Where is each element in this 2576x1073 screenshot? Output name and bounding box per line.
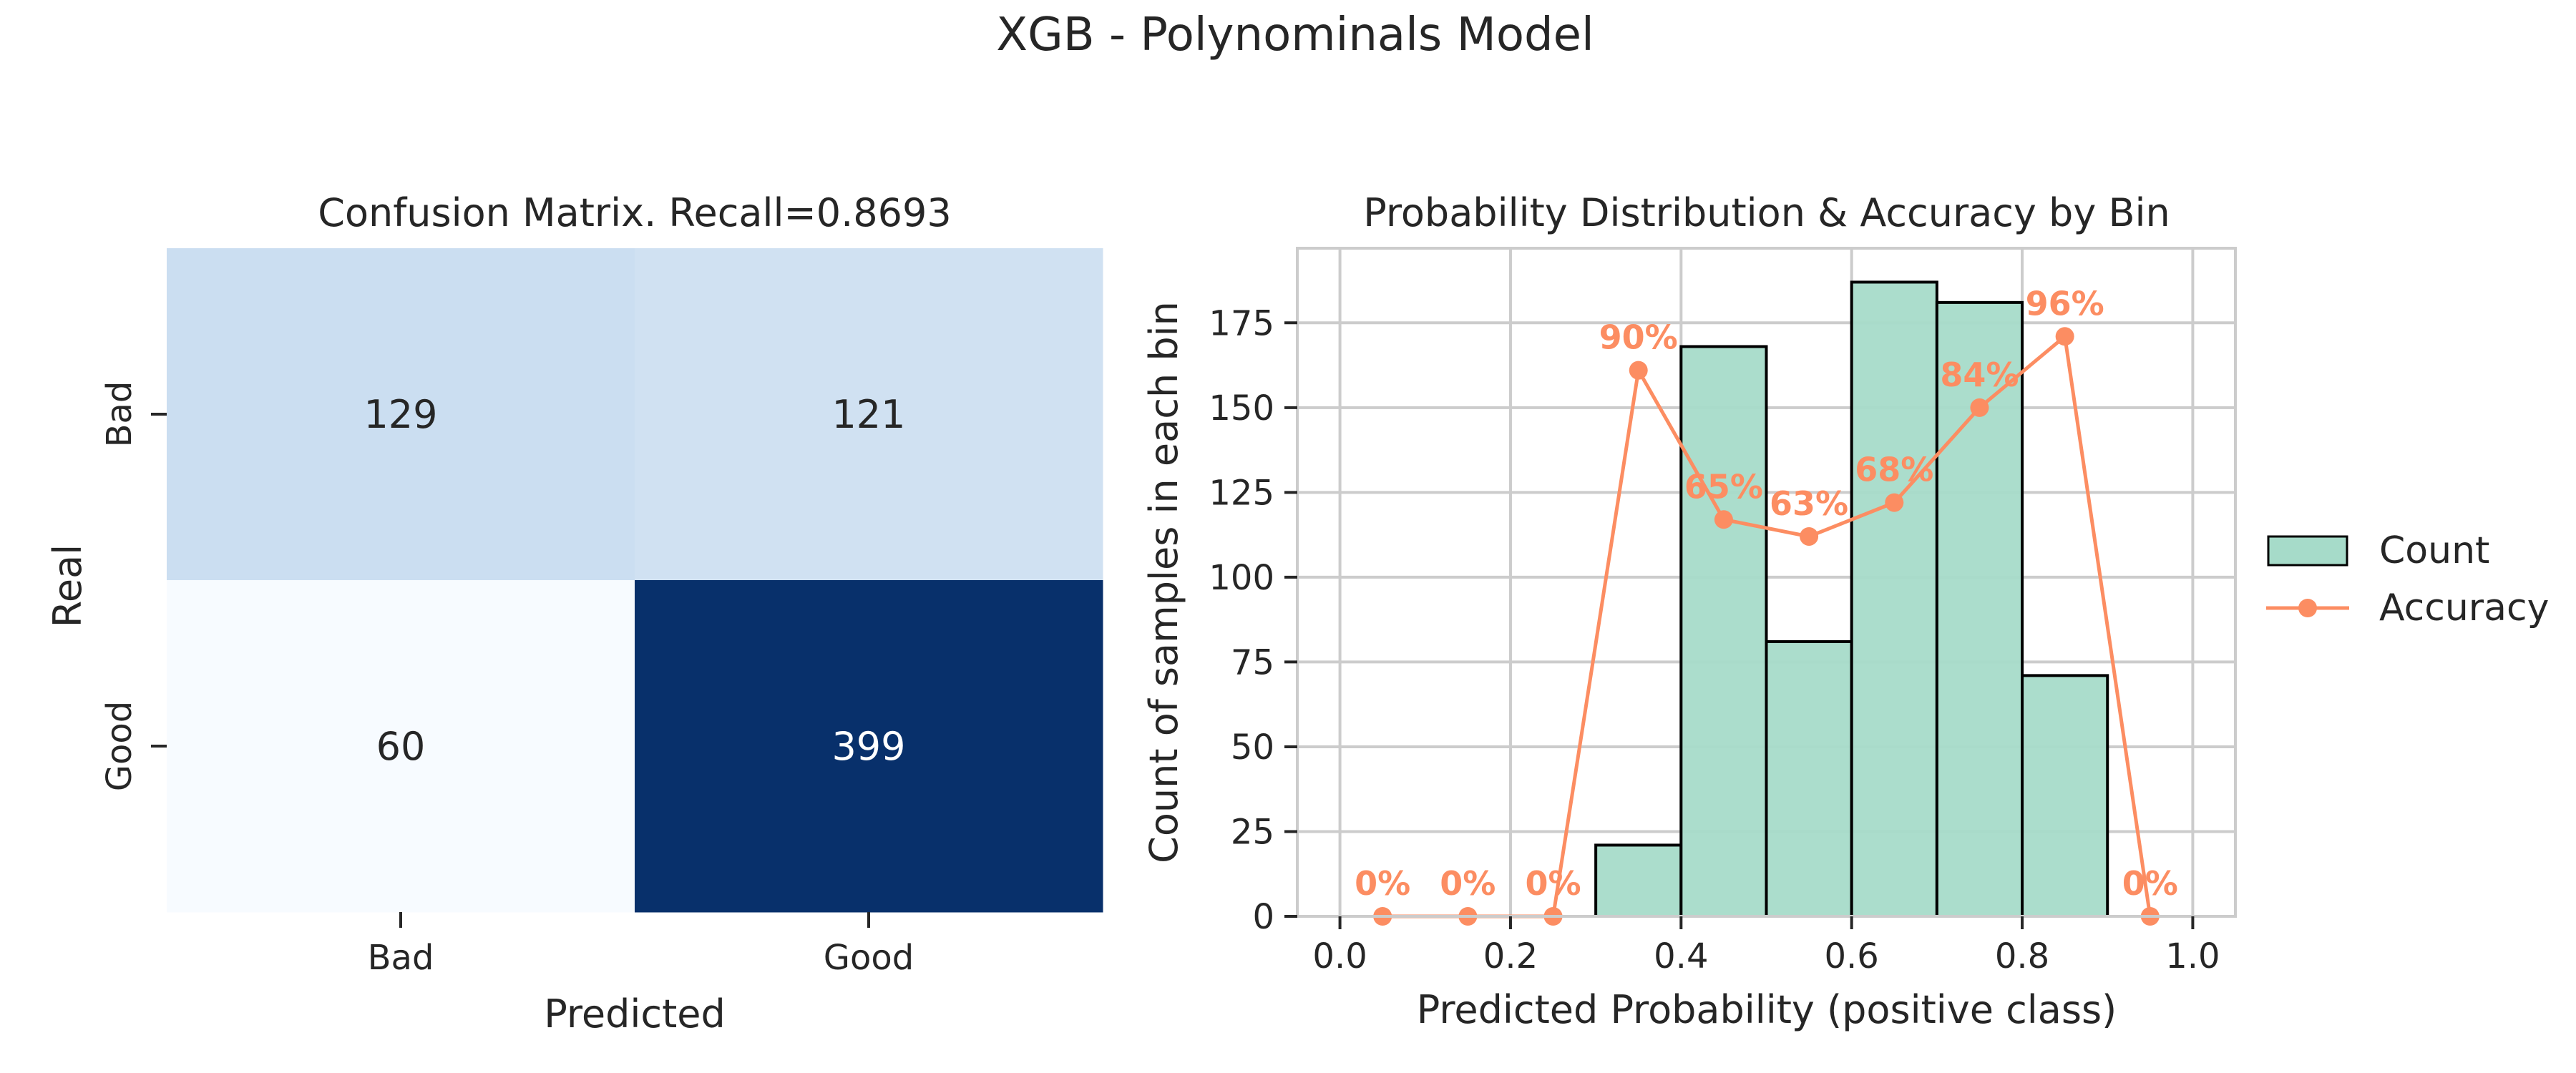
histogram-x-tick-label: 0.8 (1995, 936, 2049, 976)
histogram-x-tick-label: 0.0 (1312, 936, 1367, 976)
confusion-matrix-cells: 129 121 60 399 (167, 248, 1103, 913)
accuracy-point (1714, 510, 1733, 529)
histogram-y-tick-label: 150 (1209, 388, 1274, 428)
accuracy-label: 0% (1355, 864, 1410, 903)
confusion-matrix-panel: Confusion Matrix. Recall=0.8693 129 121 60… (45, 190, 1103, 1037)
histogram-bars (1594, 280, 2109, 918)
confusion-matrix-value: 399 (831, 724, 905, 769)
legend-count-swatch (2267, 535, 2348, 567)
confusion-matrix-y-axis-label: Real (45, 544, 90, 627)
accuracy-label: 96% (2026, 284, 2104, 323)
probability-distribution-panel: Probability Distribution & Accuracy by B… (1141, 190, 2237, 1032)
accuracy-label: 0% (1440, 864, 1496, 903)
confusion-matrix-cell (167, 580, 635, 913)
confusion-matrix-y-ticks: Bad Good (99, 381, 167, 791)
histogram-x-ticks: 0.0 0.2 0.4 0.6 0.8 1.0 (1312, 916, 2220, 976)
accuracy-point (1629, 361, 1648, 380)
confusion-matrix-value: 129 (364, 392, 437, 437)
histogram-y-axis-label: Count of samples in each bin (1141, 301, 1186, 863)
confusion-matrix-cell (635, 248, 1103, 581)
confusion-matrix-value: 121 (831, 392, 905, 437)
histogram-bar (1765, 640, 1853, 918)
accuracy-label: 68% (1855, 451, 1933, 489)
accuracy-point (2055, 327, 2074, 346)
confusion-matrix-x-tick-label: Bad (368, 938, 434, 978)
confusion-matrix-y-tick-label: Bad (99, 381, 140, 448)
histogram-bar (1850, 280, 1938, 918)
histogram-frame (1296, 247, 2237, 918)
histogram-y-tick-label: 0 (1252, 897, 1274, 937)
accuracy-label: 90% (1599, 318, 1678, 357)
accuracy-point (1800, 526, 1819, 546)
legend-accuracy-marker (2298, 599, 2317, 617)
figure-title: XGB - Polynominals Model (996, 9, 1594, 62)
legend-count-label: Count (2379, 529, 2489, 572)
confusion-matrix-cell (167, 248, 635, 581)
histogram-y-tick-label: 175 (1209, 303, 1274, 343)
confusion-matrix-x-ticks: Bad Good (368, 912, 914, 978)
histogram-bar (1594, 843, 1683, 918)
confusion-matrix-value: 60 (376, 724, 426, 769)
accuracy-labels: 0% 0% 0% 90% 65% 63%68% 84%96% 0% (1355, 284, 2178, 903)
accuracy-label: 0% (1525, 864, 1581, 903)
histogram-x-tick-label: 1.0 (2165, 936, 2220, 976)
histogram-bar (2021, 674, 2109, 918)
histogram-x-tick-label: 0.6 (1825, 936, 1879, 976)
accuracy-point (1970, 398, 1989, 417)
histogram-y-ticks: 0 25 50 75 100 125 150 175 (1209, 303, 1297, 937)
accuracy-label: 0% (2122, 864, 2178, 903)
histogram-bar (1935, 300, 2024, 918)
confusion-matrix-title: Confusion Matrix. Recall=0.8693 (318, 190, 951, 235)
legend-accuracy-label: Accuracy (2379, 587, 2549, 629)
histogram-x-axis-label: Predicted Probability (positive class) (1417, 987, 2117, 1032)
accuracy-label: 84% (1940, 356, 2019, 394)
histogram-y-tick-label: 25 (1231, 812, 1274, 852)
histogram-y-tick-label: 50 (1231, 727, 1274, 768)
accuracy-label: 65% (1684, 467, 1763, 506)
histogram-y-tick-label: 125 (1209, 473, 1274, 513)
histogram-x-tick-label: 0.4 (1654, 936, 1708, 976)
confusion-matrix-x-tick-label: Good (824, 938, 914, 978)
legend: Count Accuracy (2266, 529, 2549, 629)
accuracy-label: 63% (1770, 484, 1848, 523)
confusion-matrix-cell (635, 580, 1103, 913)
histogram-y-tick-label: 75 (1231, 642, 1274, 682)
confusion-matrix-x-axis-label: Predicted (544, 991, 726, 1037)
histogram-bar (1679, 345, 1768, 918)
confusion-matrix-y-tick-label: Good (99, 701, 140, 791)
histogram-y-tick-label: 100 (1209, 558, 1274, 598)
histogram-x-tick-label: 0.2 (1483, 936, 1538, 976)
accuracy-point (1885, 493, 1904, 512)
histogram-title: Probability Distribution & Accuracy by B… (1363, 190, 2170, 235)
